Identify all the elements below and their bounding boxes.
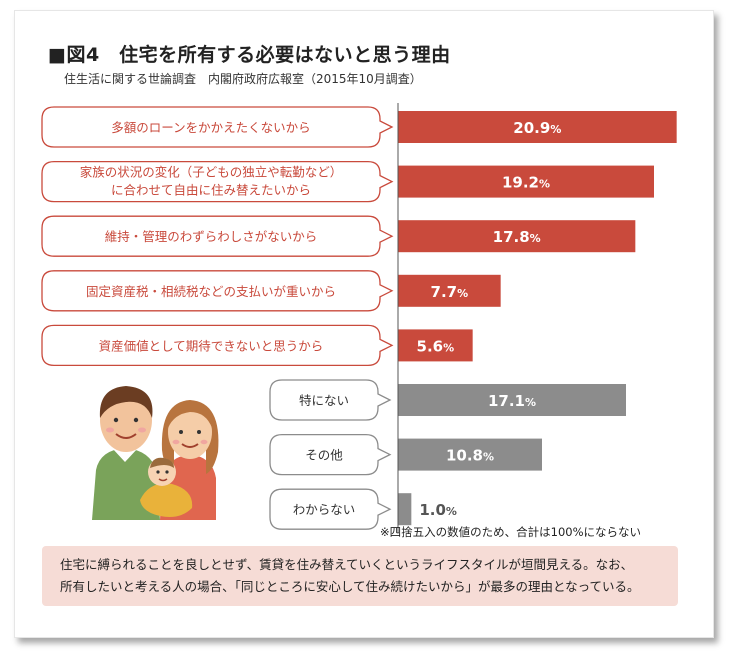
bar-5 bbox=[398, 329, 473, 362]
category-box-2 bbox=[41, 160, 394, 203]
category-label-2-line-1: 家族の状況の変化（子どもの独立や転勤など） bbox=[80, 165, 343, 180]
category-box-1 bbox=[41, 106, 394, 148]
category-label-1-line-1: 多額のローンをかかえたくないから bbox=[111, 120, 310, 135]
chart-title: ■図4 住宅を所有する必要はないと思う理由 bbox=[48, 44, 451, 66]
bar-3 bbox=[398, 220, 636, 253]
category-box-7 bbox=[269, 433, 392, 476]
comment-line-1: 住宅に縛られることを良しとせず、賃貸を住み替えていくというライフスタイルが垣間見… bbox=[60, 557, 634, 572]
value-label-6: 17.1% bbox=[488, 392, 536, 410]
chart-subtitle: 住生活に関する世論調査 内閣府政府広報室（2015年10月調査） bbox=[64, 72, 422, 86]
family-illustration bbox=[92, 386, 219, 520]
category-label-7-line-1: その他 bbox=[305, 448, 343, 463]
value-label-2: 19.2% bbox=[502, 174, 550, 192]
category-box-4 bbox=[41, 270, 394, 312]
bar-8 bbox=[398, 493, 412, 526]
comment-line-2: 所有したいと考える人の場合、「同じところに安心して住み続けたいから」が最多の理由… bbox=[60, 579, 640, 594]
category-box-6 bbox=[269, 379, 392, 421]
value-label-1: 20.9% bbox=[513, 119, 561, 137]
value-label-5: 5.6% bbox=[417, 337, 455, 355]
bar-4 bbox=[398, 274, 501, 307]
value-label-7: 10.8% bbox=[446, 447, 494, 465]
category-label-3-line-1: 維持・管理のわずらわしさがないから bbox=[105, 229, 318, 244]
bar-6 bbox=[398, 384, 626, 416]
category-label-2-line-2: に合わせて自由に住み替えたいから bbox=[111, 183, 311, 198]
value-label-8: 1.0% bbox=[419, 501, 457, 519]
category-box-3 bbox=[41, 215, 394, 257]
category-label-5-line-1: 資産価値として期待できないと思うから bbox=[99, 338, 324, 353]
category-label-8-line-1: わからない bbox=[293, 502, 356, 517]
value-label-3: 17.8% bbox=[493, 228, 541, 246]
category-box-8 bbox=[269, 488, 392, 530]
category-label-4-line-1: 固定資産税・相続税などの支払いが重いから bbox=[86, 284, 336, 299]
value-label-4: 7.7% bbox=[431, 283, 469, 301]
bar-1 bbox=[398, 111, 677, 143]
category-label-6-line-1: 特にない bbox=[299, 393, 349, 408]
bars-layer: 20.9% 19.2% 17.8% 7.7% 5.6% 17.1% 10.8% 1.0% bbox=[398, 111, 677, 526]
bar-7 bbox=[398, 438, 542, 471]
baby-figure bbox=[140, 457, 193, 517]
category-box-5 bbox=[41, 324, 394, 367]
rounding-note: ※四捨五入の数値のため、合計は100%にならない bbox=[380, 525, 642, 539]
bar-2 bbox=[398, 165, 654, 198]
comment-box: 住宅に縛られることを良しとせず、賃貸を住み替えていくというライフスタイルが垣間見… bbox=[42, 546, 678, 606]
